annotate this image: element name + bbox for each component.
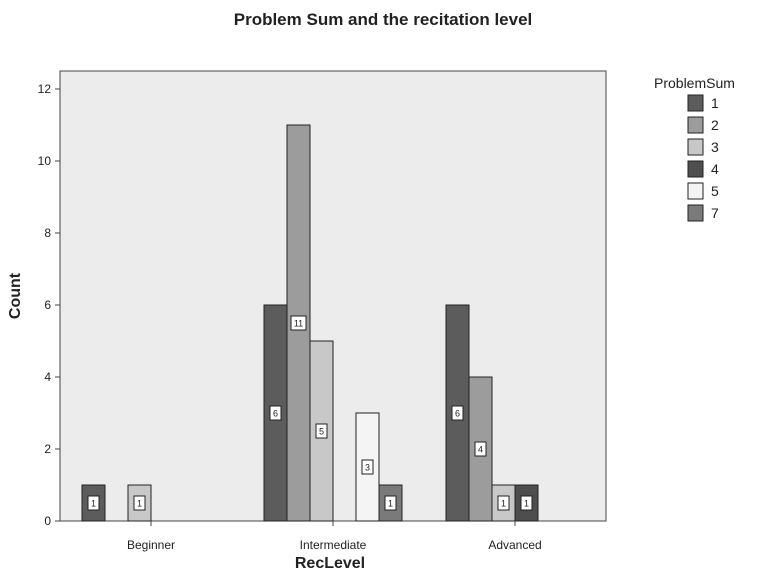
data-label-box	[497, 495, 510, 511]
chart-title: Problem Sum and the recitation level	[234, 10, 533, 29]
data-label: 6	[455, 409, 460, 419]
data-label: 1	[137, 499, 142, 509]
y-axis: 0 2 4 6 8 10 12	[38, 82, 60, 528]
data-label-box	[474, 441, 487, 457]
data-label-box	[451, 405, 464, 421]
y-tick-label: 8	[44, 226, 51, 240]
x-tick-label: Advanced	[488, 538, 541, 552]
legend-label-5: 5	[711, 183, 719, 199]
y-tick-label: 4	[44, 370, 51, 384]
data-label: 1	[91, 499, 96, 509]
data-label: 11	[294, 319, 303, 329]
legend-label-1: 1	[711, 95, 719, 111]
x-tick-label: Beginner	[127, 538, 175, 552]
data-label-box	[520, 495, 533, 511]
legend-label-4: 4	[711, 161, 719, 177]
data-label-box	[87, 495, 100, 511]
data-label: 1	[388, 499, 393, 509]
y-tick-label: 2	[44, 442, 51, 456]
legend-title: ProblemSum	[654, 75, 735, 91]
data-label: 1	[524, 499, 529, 509]
legend-label-2: 2	[711, 117, 719, 133]
legend-swatch-4	[687, 160, 704, 178]
y-tick-label: 0	[44, 514, 51, 528]
data-label: 6	[273, 409, 278, 419]
legend-swatch-5	[687, 182, 704, 200]
data-label-box	[384, 495, 397, 511]
legend-label-7: 7	[711, 205, 719, 221]
legend-swatch-2	[687, 116, 704, 134]
data-label-box	[361, 459, 374, 475]
data-label-box	[133, 495, 146, 511]
y-tick-label: 12	[38, 82, 52, 96]
data-label-box	[290, 315, 307, 331]
legend-label-3: 3	[711, 139, 719, 155]
legend-swatch-7	[687, 204, 704, 222]
data-label: 3	[365, 463, 370, 473]
data-label-box	[315, 423, 328, 439]
x-tick-label: Intermediate	[300, 538, 367, 552]
y-tick-label: 6	[44, 298, 51, 312]
data-label: 5	[319, 427, 324, 437]
y-tick-label: 10	[38, 154, 52, 168]
x-axis: Beginner Intermediate Advanced	[127, 521, 542, 552]
data-label: 1	[501, 499, 506, 509]
data-label: 4	[478, 445, 483, 455]
legend-swatch-1	[687, 94, 704, 112]
data-label-box	[269, 405, 282, 421]
legend: ProblemSum 1 2 3 4 5 7	[654, 75, 735, 222]
x-axis-label: RecLevel	[295, 555, 365, 572]
legend-swatch-3	[687, 138, 704, 156]
y-axis-label: Count	[7, 272, 24, 319]
